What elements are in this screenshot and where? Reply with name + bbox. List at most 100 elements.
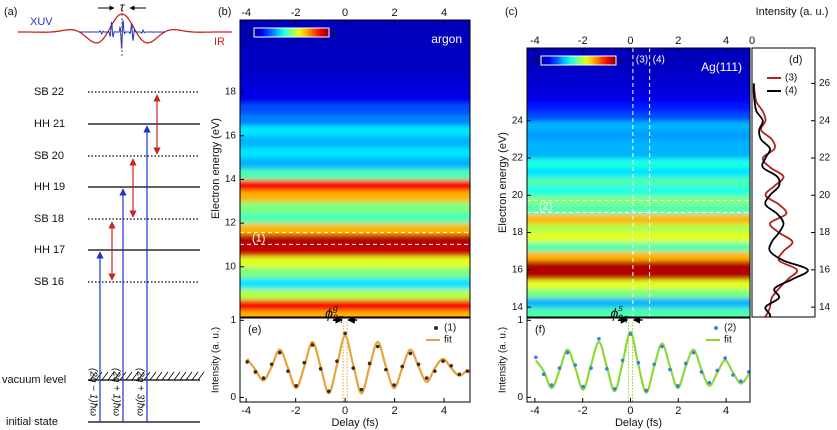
data-point — [253, 370, 258, 374]
panel-label: (e) — [248, 324, 261, 336]
data-point — [245, 360, 249, 364]
y-axis-label: Intensity (a. u.) — [211, 327, 222, 393]
level-label: SB 20 — [34, 150, 64, 162]
y-tick-label: 20 — [819, 190, 831, 201]
x-tick-label: 0 — [342, 7, 348, 19]
y-tick-label: 18 — [512, 227, 524, 238]
level-label: HH 17 — [34, 244, 65, 256]
x-axis-label: Delay (fs) — [331, 417, 378, 429]
guide-label: (2) — [539, 200, 552, 212]
annotation: Ag(111) — [701, 60, 742, 74]
data-point — [652, 362, 656, 367]
heat-row — [527, 269, 750, 280]
data-point — [286, 369, 290, 373]
data-point — [367, 361, 372, 366]
plot-area — [240, 20, 470, 317]
heat-row — [527, 204, 750, 215]
heat-row — [240, 135, 470, 148]
initial-label: initial state — [6, 416, 58, 428]
data-point — [294, 384, 298, 388]
axes-frame — [751, 47, 816, 318]
heat-row — [240, 81, 470, 93]
y-tick-label: 24 — [819, 115, 831, 126]
data-point — [715, 368, 720, 373]
level-label: HH 21 — [34, 118, 65, 130]
heat-row — [240, 266, 470, 279]
level-label: SB 16 — [34, 276, 64, 288]
heat-row — [240, 37, 470, 49]
heat-row — [527, 92, 750, 103]
data-point — [731, 373, 735, 377]
heat-row — [240, 244, 470, 257]
data-point — [707, 380, 712, 385]
axes-frame — [239, 317, 471, 403]
x-tick-label: 4 — [441, 405, 447, 417]
data-point — [449, 363, 454, 368]
heat-row — [527, 120, 750, 131]
plot-area — [534, 322, 750, 402]
data-point — [318, 367, 323, 371]
y-tick-label: 1 — [517, 315, 523, 326]
data-point — [326, 389, 331, 394]
data-point — [628, 332, 633, 336]
data-point — [384, 367, 388, 372]
y-tick-label: 22 — [819, 153, 831, 164]
x-tick-label: -2 — [291, 405, 301, 417]
data-point — [683, 361, 688, 366]
heat-row — [527, 213, 750, 224]
guide-label: (1) — [252, 232, 265, 244]
x-tick-label: 0 — [342, 405, 348, 417]
colorbar — [540, 55, 617, 66]
data-point — [612, 387, 617, 391]
y-tick-label: 16 — [819, 264, 831, 275]
phase-sup: s — [618, 303, 623, 313]
data-point — [441, 359, 445, 363]
x-axis-label: Delay (fs) — [615, 417, 662, 429]
colorbar-tick-label: 1 — [618, 55, 623, 65]
x-tick-label: 2 — [392, 405, 398, 417]
data-point — [433, 369, 437, 373]
x-tick-label: 0 — [627, 35, 633, 47]
data-point — [739, 379, 743, 383]
panel-label: (f) — [535, 324, 545, 336]
fit-line — [246, 334, 469, 395]
heat-row — [240, 190, 470, 202]
heat-row — [527, 297, 750, 308]
heat-row — [527, 232, 750, 243]
y-axis-label: Electron energy (eV) — [497, 132, 509, 233]
heat-row — [240, 234, 470, 246]
heat-row — [240, 59, 470, 71]
y-tick-label: 18 — [819, 227, 831, 238]
data-point — [747, 370, 750, 374]
data-point — [261, 376, 266, 380]
ir-label: IR — [214, 36, 225, 48]
data-point — [465, 369, 470, 373]
x-tick-label: 2 — [675, 35, 681, 47]
x-tick-label: 0 — [627, 405, 633, 417]
heat-row — [527, 139, 750, 150]
x-tick-label: -4 — [241, 405, 251, 417]
heat-row — [527, 83, 750, 94]
x-tick-label: -2 — [578, 35, 588, 47]
y-tick-label: 14 — [512, 302, 524, 313]
legend-label: (2) — [724, 323, 736, 334]
delay-label: τ — [120, 0, 126, 14]
colorbar — [253, 27, 330, 38]
heat-row — [240, 20, 470, 28]
x-axis-label: Intensity (a. u.) — [756, 6, 829, 18]
y-tick-label: 0 — [230, 392, 236, 403]
data-point — [424, 376, 429, 380]
profile-line — [752, 83, 799, 317]
heat-row — [527, 307, 750, 317]
data-point — [541, 372, 546, 377]
data-point — [359, 387, 364, 392]
data-point — [549, 383, 554, 387]
x-tick-label: -2 — [578, 405, 588, 417]
y-tick-label: 16 — [225, 130, 237, 141]
data-point — [557, 366, 562, 370]
heatmap — [527, 48, 750, 317]
data-point — [573, 363, 578, 367]
heat-row — [527, 148, 750, 159]
x-tick-label: -4 — [530, 405, 540, 417]
heat-row — [527, 167, 750, 178]
